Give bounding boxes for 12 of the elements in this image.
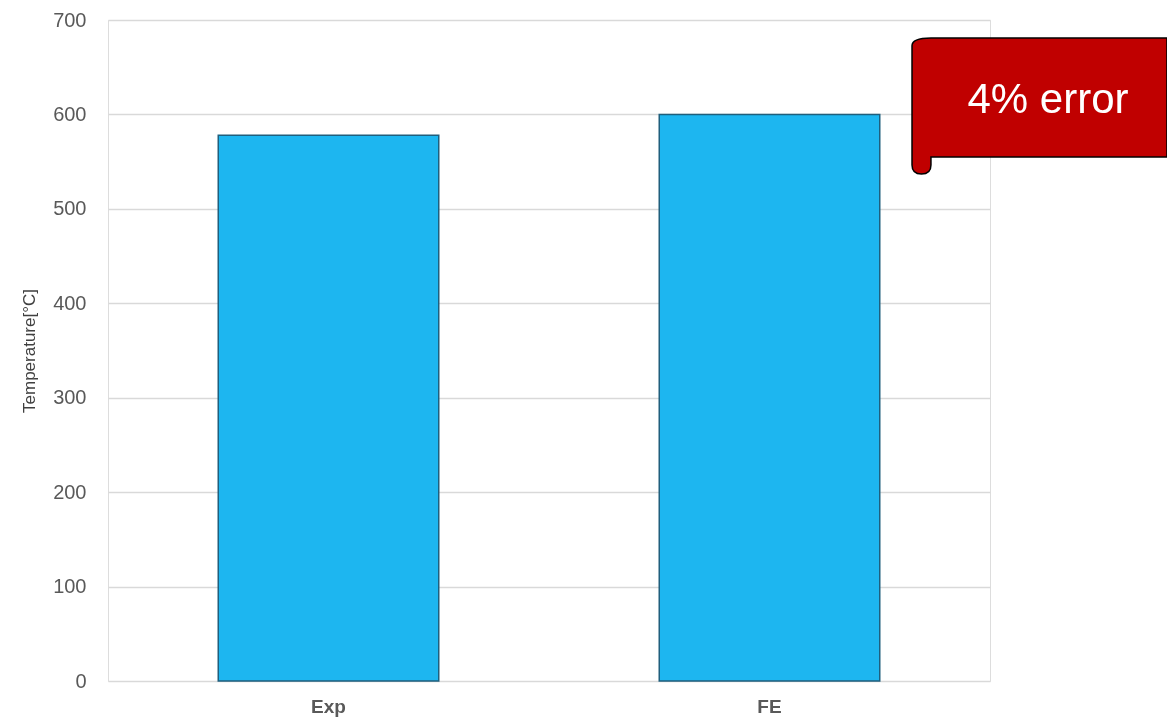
y-tick-label: 600: [53, 102, 87, 125]
x-tick-label: FE: [757, 695, 782, 717]
annotation: 4% error: [967, 75, 1129, 122]
x-tick-label: Exp: [311, 695, 346, 717]
y-tick-label: 700: [53, 8, 87, 31]
y-tick-label: 500: [53, 197, 87, 220]
y-tick-label: 200: [53, 480, 87, 503]
y-tick-label: 400: [53, 291, 87, 314]
y-axis-title: Temperature[°C]: [20, 289, 40, 413]
y-tick-label: 0: [75, 669, 87, 692]
y-tick-label: 300: [53, 386, 87, 409]
y-tick-label: 100: [53, 575, 87, 598]
